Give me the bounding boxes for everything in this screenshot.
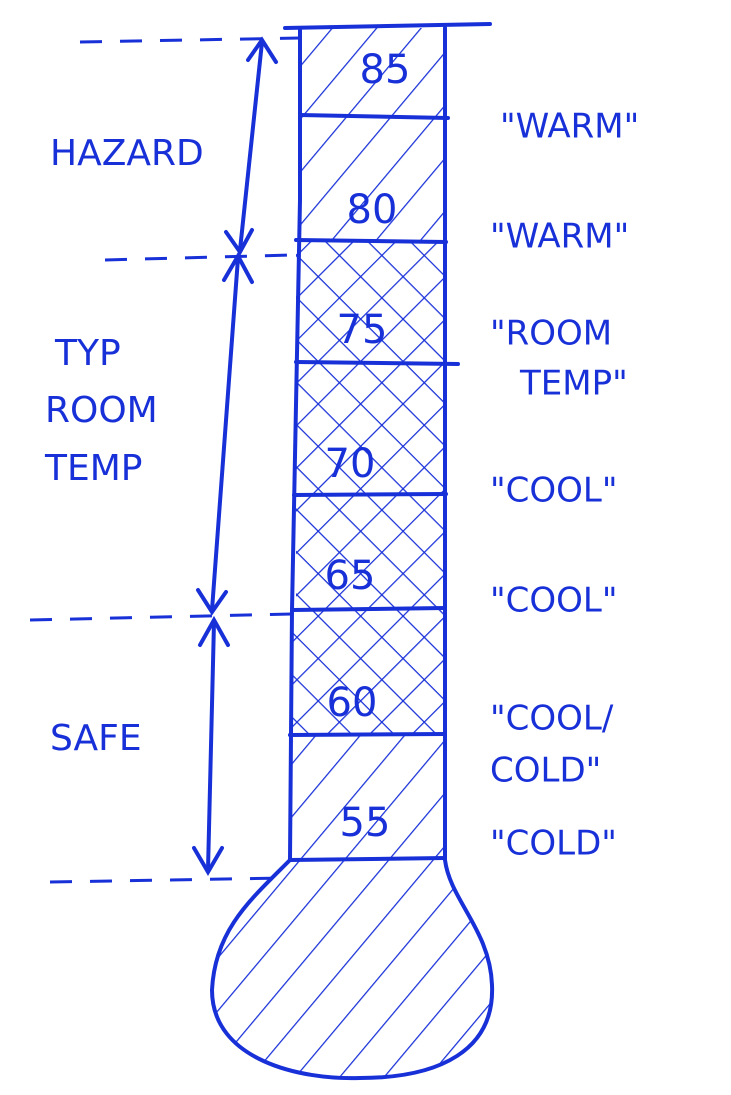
description: "COOL/: [490, 699, 614, 739]
temp-label: 70: [325, 441, 376, 487]
zone-arrows: [194, 40, 276, 872]
temp-label: 65: [325, 553, 376, 599]
zone-label: ROOM: [45, 390, 158, 431]
temp-label: 55: [340, 800, 391, 846]
zone-label: TEMP: [44, 448, 143, 489]
temp-label: 75: [337, 307, 388, 353]
tube-top: [285, 24, 490, 28]
temp-label: 80: [347, 187, 398, 233]
description: "COLD": [490, 824, 617, 864]
description: "COOL": [490, 471, 617, 511]
zone-label: SAFE: [50, 718, 142, 759]
zone-label: TYP: [54, 333, 121, 374]
temp-label: 60: [327, 680, 378, 726]
description: COLD": [490, 751, 601, 791]
zone-label: HAZARD: [50, 133, 204, 174]
description: "ROOM: [490, 314, 612, 354]
description: "WARM": [500, 107, 639, 147]
diagram: HAZARD TYP ROOM TEMP SAFE 85 80 75 70 65…: [0, 0, 731, 1091]
temp-label: 85: [360, 47, 411, 93]
description: "WARM": [490, 217, 629, 257]
description: "COOL": [490, 581, 617, 621]
description: TEMP": [519, 364, 628, 404]
bulb-hatch: [212, 860, 492, 1078]
